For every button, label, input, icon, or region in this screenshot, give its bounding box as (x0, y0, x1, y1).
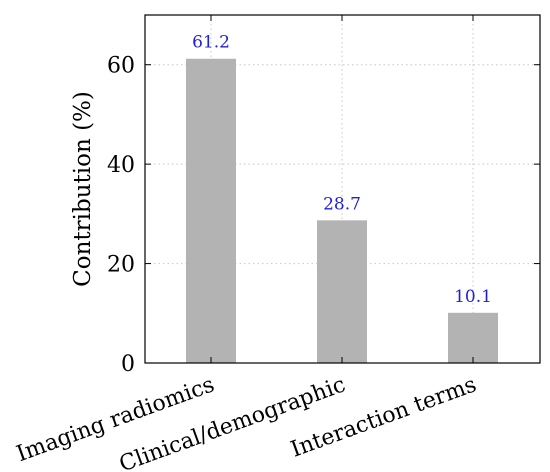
x-tick-label: Clinical/demographic (116, 372, 349, 472)
data-labels: 61.2 28.7 10.1 (192, 33, 492, 307)
bar (448, 312, 498, 363)
y-tick-label: 60 (107, 54, 135, 79)
y-tick-label: 0 (121, 352, 135, 377)
bar-value-label: 28.7 (323, 194, 361, 214)
bar (186, 58, 236, 364)
bar-value-label: 10.1 (454, 287, 492, 307)
bars (186, 58, 498, 364)
y-tick-label: 20 (107, 253, 135, 278)
y-tick-label: 40 (107, 153, 135, 178)
bar-value-label: 61.2 (192, 33, 230, 53)
grid-lines (145, 15, 540, 363)
y-axis-title: Contribution (%) (70, 91, 96, 287)
bar (317, 220, 367, 363)
